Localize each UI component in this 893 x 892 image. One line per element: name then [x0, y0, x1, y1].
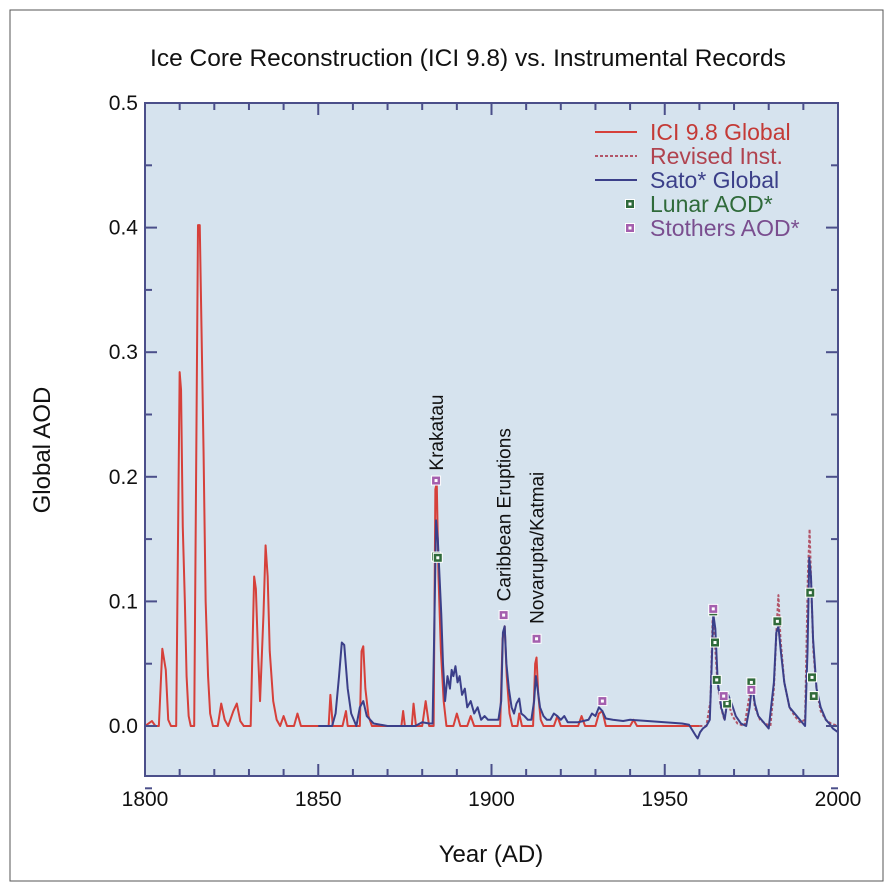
marker-0-point-7 [772, 616, 783, 627]
marker-0-point-1 [432, 552, 443, 563]
marker-0-point-4 [711, 674, 722, 685]
series-layer [144, 224, 839, 740]
marker-1-point-5 [718, 691, 729, 702]
y-tick-label: 0.2 [109, 466, 138, 489]
chart-title: Ice Core Reconstruction (ICI 9.8) vs. In… [150, 45, 786, 72]
marker-dot [535, 637, 539, 641]
marker-dot [808, 591, 812, 595]
marker-0-point-3 [709, 637, 720, 648]
marker-dot [722, 694, 726, 698]
y-tick-label: 0.5 [109, 92, 138, 115]
x-tick-label: 1850 [295, 788, 342, 811]
marker-dot [715, 678, 719, 682]
x-tick-label: 1950 [641, 788, 688, 811]
legend-entry-3: Lunar AOD* [625, 191, 773, 217]
legend-label: Sato* Global [650, 167, 779, 193]
annotation-layer: Krakatau Caribbean Eruptions Novarupta/Kat… [427, 395, 548, 624]
annotation-2: Novarupta/Katmai [528, 472, 549, 624]
marker-dot [749, 680, 753, 684]
marker-0-point-9 [807, 672, 818, 683]
series-line-0 [144, 224, 700, 727]
y-axis-title: Global AOD [29, 387, 56, 514]
marker-dot [725, 702, 729, 706]
legend-entry-1: Revised Inst. [595, 143, 783, 169]
marker-1-point-6 [746, 684, 757, 695]
marker-dot [711, 607, 715, 611]
legend-marker-dot [628, 202, 632, 206]
marker-dot [749, 688, 753, 692]
marker-0-point-8 [805, 587, 816, 598]
marker-1-point-4 [708, 603, 719, 614]
legend-label: Revised Inst. [650, 143, 783, 169]
annotation-0: Krakatau [427, 395, 448, 471]
annotation-1: Caribbean Eruptions [495, 428, 516, 601]
marker-dot [434, 479, 438, 483]
marker-1-point-1 [498, 610, 509, 621]
y-tick-label: 0.4 [109, 217, 139, 240]
marker-dot [812, 694, 816, 698]
x-tick-label: 2000 [815, 788, 862, 811]
y-tick-label: 0.1 [109, 590, 138, 613]
marker-1-point-0 [431, 475, 442, 486]
marker-0-point-10 [808, 691, 819, 702]
marker-layer [431, 475, 819, 709]
series-line-2 [318, 519, 839, 740]
y-tick-label: 0.3 [109, 341, 138, 364]
x-tick-label: 1800 [122, 788, 169, 811]
marker-dot [436, 556, 440, 560]
x-tick-label: 1900 [468, 788, 515, 811]
marker-dot [502, 613, 506, 617]
marker-1-point-3 [597, 696, 608, 707]
marker-dot [775, 619, 779, 623]
legend-entry-0: ICI 9.8 Global [595, 119, 791, 145]
tick-layer [144, 103, 839, 790]
plot-area [145, 103, 838, 776]
legend-label: ICI 9.8 Global [650, 119, 791, 145]
legend-entry-4: Stothers AOD* [625, 215, 800, 241]
tick-label-layer: 1800 1850 1900 1950 2000 0.0 0.1 0.2 0.3 0.4 0.5 [109, 92, 862, 811]
legend-label: Lunar AOD* [650, 191, 773, 217]
legend-label: Stothers AOD* [650, 215, 800, 241]
marker-dot [810, 675, 814, 679]
legend-entry-2: Sato* Global [595, 167, 779, 193]
marker-dot [600, 699, 604, 703]
legend-marker-dot [628, 226, 632, 230]
x-axis-title: Year (AD) [439, 841, 543, 868]
marker-dot [713, 641, 717, 645]
marker-1-point-2 [531, 633, 542, 644]
y-tick-label: 0.0 [109, 715, 138, 738]
